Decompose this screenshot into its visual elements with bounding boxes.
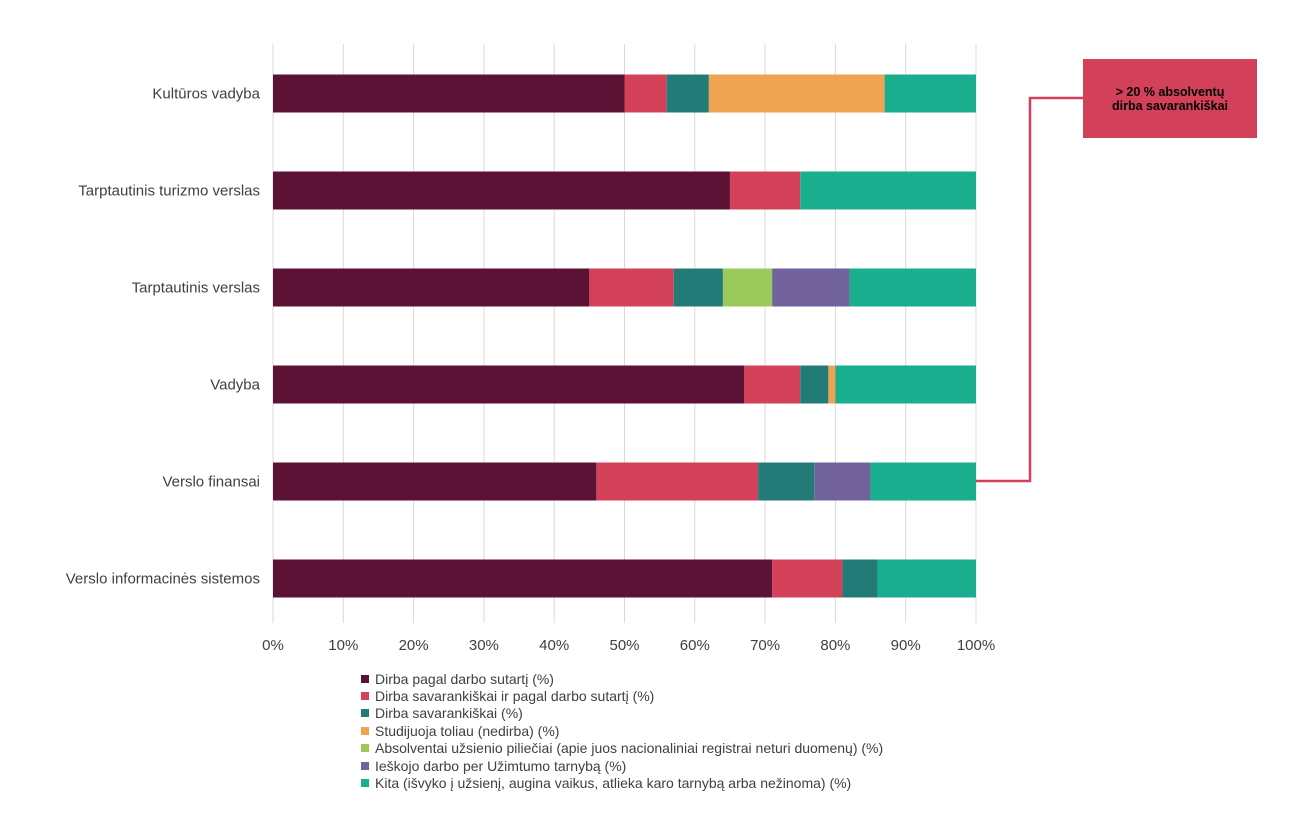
bar-segment <box>273 559 773 598</box>
category-label: Verslo informacinės sistemos <box>66 571 260 588</box>
bar-segment <box>870 462 976 501</box>
legend-swatch <box>361 692 369 701</box>
bar-segment <box>828 365 836 404</box>
bar-segment <box>744 365 801 404</box>
bar-segment <box>624 74 667 113</box>
category-label: Kultūros vadyba <box>152 86 260 103</box>
legend-label: Dirba pagal darbo sutartį (%) <box>375 670 554 687</box>
legend-item: Ieškojo darbo per Užimtumo tarnybą (%) <box>361 757 883 774</box>
callout-connector-line <box>976 96 1083 483</box>
callout-box: > 20 % absolventų dirba savarankiškai <box>1083 59 1257 138</box>
bar-segment <box>800 171 976 210</box>
bar-segment <box>758 462 815 501</box>
legend-swatch <box>361 674 369 683</box>
legend-swatch <box>361 726 369 735</box>
x-tick-label: 40% <box>539 637 569 654</box>
bar-segment <box>673 268 723 307</box>
bar-segment <box>772 268 850 307</box>
bar-segment <box>589 268 674 307</box>
x-tick-label: 50% <box>609 637 639 654</box>
bar-segment <box>729 171 801 210</box>
legend-swatch <box>361 744 369 753</box>
x-tick-label: 30% <box>469 637 499 654</box>
bar-segment <box>666 74 709 113</box>
bar-segment <box>835 365 976 404</box>
bar-segment <box>842 559 878 598</box>
bar-segment <box>273 365 745 404</box>
category-label: Vadyba <box>210 377 260 394</box>
x-tick-label: 90% <box>891 637 921 654</box>
bar-segment <box>772 559 843 598</box>
callout-text-line2: dirba savarankiškai <box>1111 98 1229 113</box>
legend: Dirba pagal darbo sutartį (%) Dirba savar… <box>361 670 883 792</box>
bar-segment <box>814 462 871 501</box>
x-tick-label: 0% <box>262 637 284 654</box>
bar-segment <box>722 268 773 307</box>
category-labels: Kultūros vadyba Tarptautinis turizmo vers… <box>66 86 261 588</box>
legend-item: Absolventai užsienio piliečiai (apie juo… <box>361 740 883 757</box>
category-label: Tarptautinis verslas <box>132 280 260 297</box>
legend-label: Kita (išvyko į užsienį, augina vaikus, a… <box>375 775 852 792</box>
bar-segment <box>708 74 885 113</box>
x-tick-label: 20% <box>399 637 429 654</box>
category-label: Verslo finansai <box>162 474 260 491</box>
legend-item: Dirba savarankiškai (%) <box>361 705 883 722</box>
legend-item: Kita (išvyko į užsienį, augina vaikus, a… <box>361 774 883 791</box>
legend-label: Dirba savarankiškai ir pagal darbo sutar… <box>375 688 655 705</box>
bar-segment <box>273 268 590 307</box>
legend-item: Dirba pagal darbo sutartį (%) <box>361 670 883 687</box>
legend-item: Dirba savarankiškai ir pagal darbo sutar… <box>361 687 883 704</box>
bar-segment <box>877 559 976 598</box>
callout-text-line1: > 20 % absolventų <box>1115 84 1225 99</box>
legend-label: Dirba savarankiškai (%) <box>375 705 523 722</box>
x-tick-label: 80% <box>820 637 850 654</box>
legend-label: Ieškojo darbo per Užimtumo tarnybą (%) <box>375 757 627 774</box>
legend-item: Studijuoja toliau (nedirba) (%) <box>361 722 883 739</box>
bar-segment <box>884 74 976 113</box>
x-tick-label: 70% <box>750 637 780 654</box>
legend-swatch <box>361 779 369 788</box>
bar-segment <box>273 171 730 210</box>
legend-label: Studijuoja toliau (nedirba) (%) <box>375 722 560 739</box>
bar-segment <box>800 365 829 404</box>
x-tick-labels: 0% 10% 20% 30% 40% 50% 60% 70% 80% 90% 100% <box>262 637 995 654</box>
legend-label: Absolventai užsienio piliečiai (apie juo… <box>375 740 884 757</box>
x-tick-label: 10% <box>328 637 358 654</box>
bar-segment <box>596 462 759 501</box>
bar-segment <box>273 74 625 113</box>
legend-swatch <box>361 761 369 770</box>
x-tick-label: 100% <box>957 637 995 654</box>
bar-segment <box>273 462 597 501</box>
bar-segment <box>849 268 976 307</box>
x-tick-label: 60% <box>680 637 710 654</box>
gridlines <box>272 44 977 623</box>
legend-swatch <box>361 709 369 718</box>
category-label: Tarptautinis turizmo verslas <box>78 183 260 200</box>
bars <box>273 74 976 598</box>
